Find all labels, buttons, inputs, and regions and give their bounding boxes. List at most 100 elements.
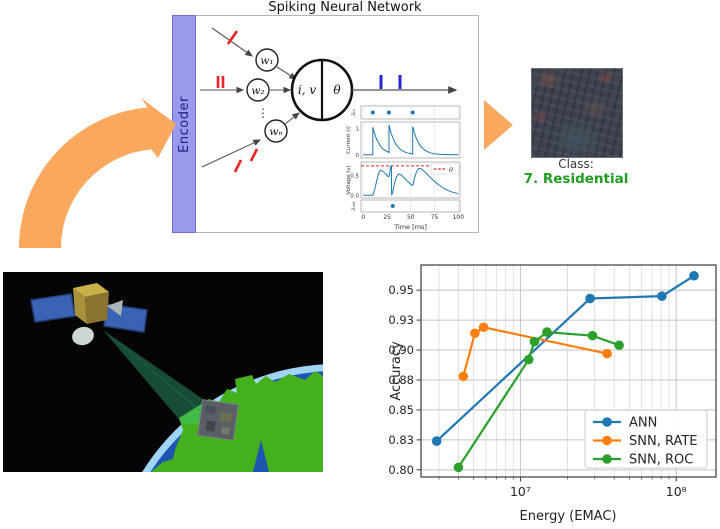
- satellite-scene: [3, 272, 323, 472]
- data-point: [585, 293, 595, 304]
- current-axis-label: Current (i): [346, 126, 352, 154]
- weight-node-2: [246, 78, 270, 102]
- data-point: [458, 371, 469, 382]
- weight-node-1: [255, 48, 279, 72]
- series-ann: [431, 270, 699, 446]
- legend-marker-dot: [602, 435, 612, 446]
- neuron-diagram: w₁ w₂ ⋮ wₙ i, v θ: [200, 27, 458, 173]
- data-point: [602, 348, 612, 359]
- zout-plot: [360, 199, 461, 213]
- accuracy-energy-chart: Energy (EMAC) Accuracy 10⁷ 10⁸ 0.80 0.83 0.8…: [388, 264, 717, 524]
- data-point: [689, 270, 699, 281]
- legend-box: [584, 409, 708, 469]
- zin-spike-dot: [386, 110, 391, 115]
- plot-frame: [420, 264, 717, 478]
- time-tick-label: 0: [361, 214, 365, 221]
- satellite-body-front: [73, 288, 87, 324]
- time-tick-label: 25: [383, 214, 391, 221]
- wn-to-soma-arrow: [284, 112, 300, 125]
- input-spike-icon: [226, 30, 239, 45]
- solar-panel-left: [30, 293, 76, 323]
- voltage-tick-label: 0.0: [350, 193, 359, 199]
- data-point: [542, 327, 552, 337]
- legend-label: SNN, RATE: [629, 434, 698, 449]
- series-snn-rate: [458, 322, 612, 382]
- theta-legend-label: θ: [449, 166, 453, 174]
- zout-spike-dot: [390, 204, 395, 208]
- imaged-patch: [197, 399, 239, 441]
- series-line: [462, 326, 608, 377]
- weight-node-n: [264, 119, 288, 143]
- y-tick-label: 0.80: [388, 463, 414, 477]
- satellite-body-top: [73, 283, 109, 297]
- time-axis-label: Time [ms]: [393, 223, 427, 231]
- weight-label-2: w₂: [251, 85, 264, 97]
- classified-satellite-tile: [531, 68, 623, 158]
- soma-threshold-label: θ: [333, 83, 341, 97]
- patch-texture: [218, 412, 232, 423]
- patch-texture: [205, 420, 216, 432]
- input-arrow-n: [201, 139, 261, 168]
- flow-right-arrow-icon: [484, 100, 513, 150]
- data-point: [431, 436, 442, 446]
- earth-landmass: [151, 371, 323, 472]
- data-point: [470, 328, 480, 339]
- input-spike-icon: [233, 159, 243, 173]
- snn-panel-title: Spiking Neural Network: [268, 0, 422, 15]
- patch-texture: [221, 426, 231, 435]
- current-tick-label: 0: [356, 153, 360, 159]
- time-tick-label: 75: [431, 214, 439, 221]
- zin-spike-dot: [410, 110, 415, 115]
- zin-axis-label: zᵢₙ: [350, 109, 357, 117]
- satellite-cone: [107, 300, 123, 316]
- data-point: [587, 330, 598, 341]
- data-point: [478, 322, 489, 333]
- y-tick-label: 0.83: [388, 433, 414, 447]
- input-spike-icon: [249, 148, 259, 162]
- flow-arc: [18, 98, 176, 248]
- weight-label-1: w₁: [260, 55, 273, 67]
- voltage-tick-label: 0.5: [350, 174, 359, 180]
- soma-state-label: i, v: [298, 83, 316, 97]
- y-tick-label: 0.93: [388, 313, 414, 327]
- w1-to-soma-arrow: [276, 66, 297, 80]
- x-axis-label: Energy (EMAC): [520, 509, 617, 524]
- x-tick-label: 10⁷: [510, 484, 531, 499]
- data-point: [614, 340, 624, 351]
- flow-arc-arrow-icon: [18, 98, 176, 248]
- voltage-trace: [363, 165, 459, 196]
- ellipsis-dots: ⋮: [257, 106, 269, 120]
- series-snn-roc: [453, 327, 624, 473]
- neuron-dynamics-insets: zᵢₙ Current (i) Voltage (v) zₒᵤₜ Time [m…: [346, 105, 465, 231]
- voltage-axis-label: Voltage (v): [346, 165, 352, 194]
- y-tick-label: 0.85: [388, 403, 414, 417]
- legend-label: SNN, ROC: [629, 453, 693, 468]
- time-tick-label: 100: [453, 214, 465, 221]
- patch-tile: [197, 399, 239, 441]
- x-tick-label: 10⁸: [666, 484, 687, 499]
- legend-label: ANN: [629, 416, 657, 431]
- zin-spike-dot: [370, 110, 375, 115]
- data-point: [657, 291, 667, 301]
- satellite-dish: [72, 326, 94, 346]
- y-tick-label: 0.88: [388, 373, 414, 387]
- current-trace: [363, 124, 459, 156]
- weight-label-n: wₙ: [269, 126, 282, 138]
- class-caption: Class:: [558, 157, 594, 171]
- sensing-beam: [103, 330, 217, 424]
- land-inlet: [253, 440, 269, 472]
- time-tick-label: 50: [407, 214, 415, 221]
- zout-axis-label: zₒᵤₜ: [350, 201, 357, 212]
- legend: ANN SNN, RATE SNN, ROC: [584, 409, 708, 469]
- data-point: [523, 354, 534, 365]
- data-point: [529, 336, 540, 347]
- y-axis-label: Accuracy: [389, 341, 404, 401]
- y-tick-label: 0.90: [388, 343, 414, 357]
- class-value: 7. Residential: [523, 171, 629, 187]
- satellite-body-side: [85, 292, 109, 324]
- flow-right: [484, 100, 513, 150]
- legend-marker-dot: [602, 454, 612, 464]
- legend-marker-dot: [602, 417, 612, 427]
- series-line: [435, 274, 695, 442]
